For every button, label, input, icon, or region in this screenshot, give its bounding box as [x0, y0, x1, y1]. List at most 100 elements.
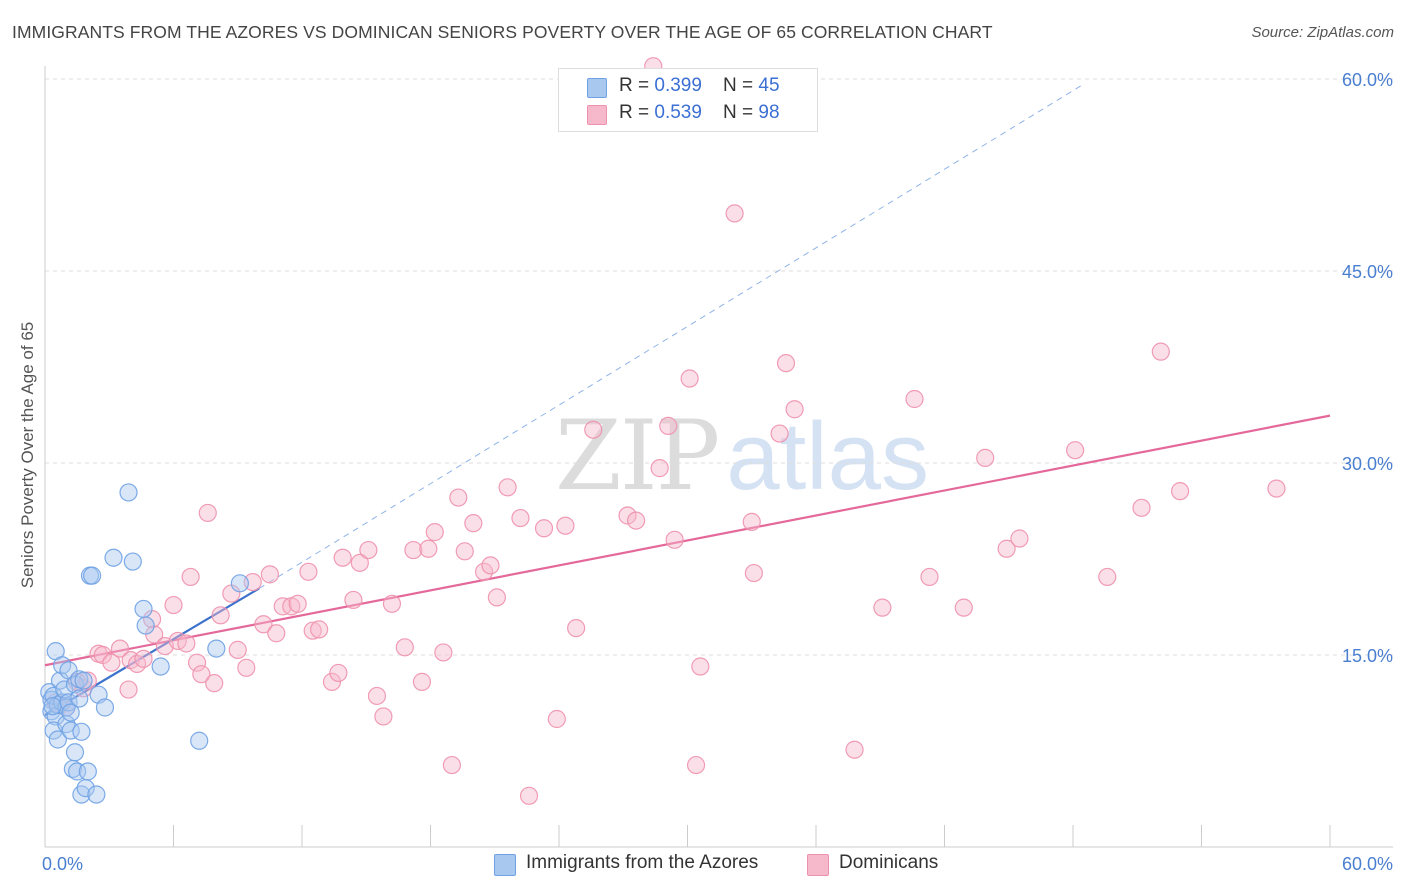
source-credit: Source: ZipAtlas.com	[1251, 24, 1394, 41]
point-azores	[207, 639, 226, 658]
point-dominicans	[303, 621, 322, 640]
correlation-legend: R = 0.399 N = 45 R = 0.539 N = 98	[558, 68, 818, 132]
point-dominicans	[498, 478, 517, 497]
watermark-zip: ZIP	[555, 400, 720, 512]
bottom-legend-label-dominicans: Dominicans	[839, 852, 939, 873]
point-azores	[65, 743, 85, 762]
point-dominicans	[785, 400, 804, 419]
watermark-atlas: atlas	[726, 403, 929, 510]
point-dominicans	[134, 649, 153, 668]
point-azores	[83, 566, 102, 585]
point-dominicans	[511, 508, 530, 528]
axes	[44, 66, 1393, 848]
point-dominicans	[177, 634, 196, 653]
point-azores	[87, 785, 106, 804]
point-dominicans	[584, 420, 603, 439]
point-dominicans	[442, 755, 462, 775]
point-dominicans	[412, 672, 432, 691]
point-dominicans	[228, 640, 247, 659]
point-dominicans	[198, 503, 217, 523]
point-dominicans	[680, 369, 699, 388]
legend-r-value: 0.399	[654, 75, 702, 96]
point-azores	[68, 762, 87, 781]
y-tick-label: 60.0%	[1342, 70, 1393, 90]
point-azores	[43, 697, 62, 716]
point-dominicans	[329, 663, 348, 683]
point-dominicans	[954, 598, 973, 617]
point-dominicans	[382, 594, 402, 613]
point-dominicans	[905, 389, 924, 409]
point-dominicans	[1010, 529, 1029, 548]
point-dominicans	[288, 594, 307, 613]
y-tick-label: 45.0%	[1342, 262, 1393, 282]
point-dominicans	[776, 354, 796, 373]
point-dominicans	[487, 588, 506, 607]
legend-r-label: R =	[619, 75, 655, 96]
point-dominicans	[534, 519, 554, 538]
legend-n-value: 98	[758, 102, 780, 123]
legend-swatch-azores	[587, 78, 607, 98]
point-azores	[61, 703, 80, 722]
point-dominicans	[359, 540, 378, 560]
bottom-legend-label-azores: Immigrants from the Azores	[526, 852, 759, 873]
point-dominicans	[181, 567, 200, 587]
point-dominicans	[102, 653, 121, 672]
point-dominicans	[322, 672, 342, 691]
legend-n-value: 45	[758, 75, 780, 96]
legend-swatch-dominicans	[587, 105, 607, 125]
point-dominicans	[299, 562, 318, 581]
point-dominicans	[1066, 441, 1085, 460]
point-dominicans	[567, 619, 586, 638]
point-dominicans	[1267, 479, 1286, 498]
point-dominicans	[455, 542, 474, 561]
point-dominicans	[260, 565, 279, 584]
point-dominicans	[310, 620, 329, 639]
point-dominicans	[686, 755, 706, 775]
point-dominicans	[425, 523, 444, 542]
point-dominicans	[395, 638, 414, 657]
tick-labels: 15.0% 30.0% 45.0% 60.0% 0.0% 60.0%	[42, 70, 1393, 874]
point-azores	[134, 599, 153, 619]
point-azores	[190, 731, 209, 750]
point-azores	[151, 657, 170, 676]
data-points	[40, 57, 1286, 805]
point-dominicans	[626, 511, 646, 530]
point-dominicans	[556, 516, 575, 535]
point-dominicans	[845, 740, 864, 759]
point-dominicans	[997, 539, 1016, 558]
point-dominicans	[164, 595, 183, 615]
point-dominicans	[744, 563, 763, 583]
point-azores	[95, 698, 115, 717]
point-dominicans	[350, 553, 369, 572]
point-azores	[104, 548, 123, 567]
point-dominicans	[254, 615, 273, 634]
point-dominicans	[205, 674, 224, 693]
point-dominicans	[211, 606, 230, 625]
point-dominicans	[237, 658, 256, 677]
point-dominicans	[374, 707, 393, 726]
y-axis-label: Seniors Poverty Over the Age of 65	[18, 322, 37, 588]
point-azores	[70, 689, 89, 708]
point-dominicans	[665, 530, 684, 549]
point-dominicans	[742, 512, 761, 531]
legend-r-value: 0.539	[654, 102, 702, 123]
point-dominicans	[267, 624, 286, 643]
point-dominicans	[1151, 342, 1170, 361]
bottom-legend-swatch-azores	[494, 854, 516, 876]
trend-line-azores-extrapolated	[258, 83, 1084, 589]
point-azores	[74, 671, 93, 690]
point-dominicans	[1098, 567, 1117, 587]
point-dominicans	[519, 786, 539, 805]
bottom-legend-swatch-dominicans	[807, 854, 829, 876]
point-dominicans	[119, 680, 138, 699]
point-azores	[230, 574, 249, 593]
point-dominicans	[920, 567, 939, 587]
trend-lines	[44, 83, 1331, 717]
gridlines	[45, 78, 1393, 656]
point-dominicans	[725, 204, 744, 223]
point-azores	[78, 762, 97, 781]
point-dominicans	[367, 686, 387, 706]
point-dominicans	[547, 709, 566, 729]
point-dominicans	[419, 539, 438, 558]
